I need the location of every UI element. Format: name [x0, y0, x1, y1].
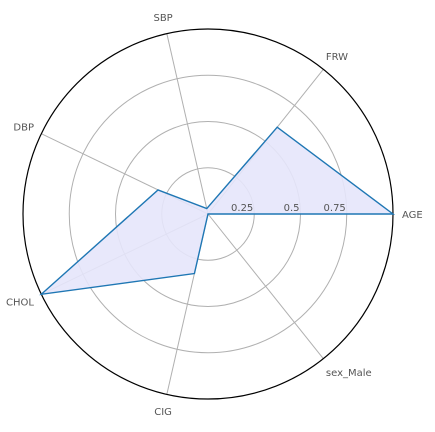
axis-label-cig: CIG [154, 407, 172, 418]
axis-label-frw: FRW [326, 52, 348, 63]
radial-tick-label: 0.25 [231, 203, 253, 214]
radial-tick-label: 0.5 [284, 203, 300, 214]
radial-tick-label: 0.75 [324, 203, 346, 214]
axis-label-dbp: DBP [13, 122, 34, 133]
label-layer: 0.25 0.5 0.75 AGE FRW SBP DBP CHOL CIG sex_Male [6, 13, 423, 418]
axis-label-age: AGE [402, 210, 423, 221]
spoke-sbp [167, 34, 208, 214]
axis-label-chol: CHOL [6, 298, 34, 309]
axis-label-sbp: SBP [153, 13, 172, 24]
spoke-sex-male [208, 214, 323, 359]
axis-label-sex-male: sex_Male [326, 368, 372, 379]
